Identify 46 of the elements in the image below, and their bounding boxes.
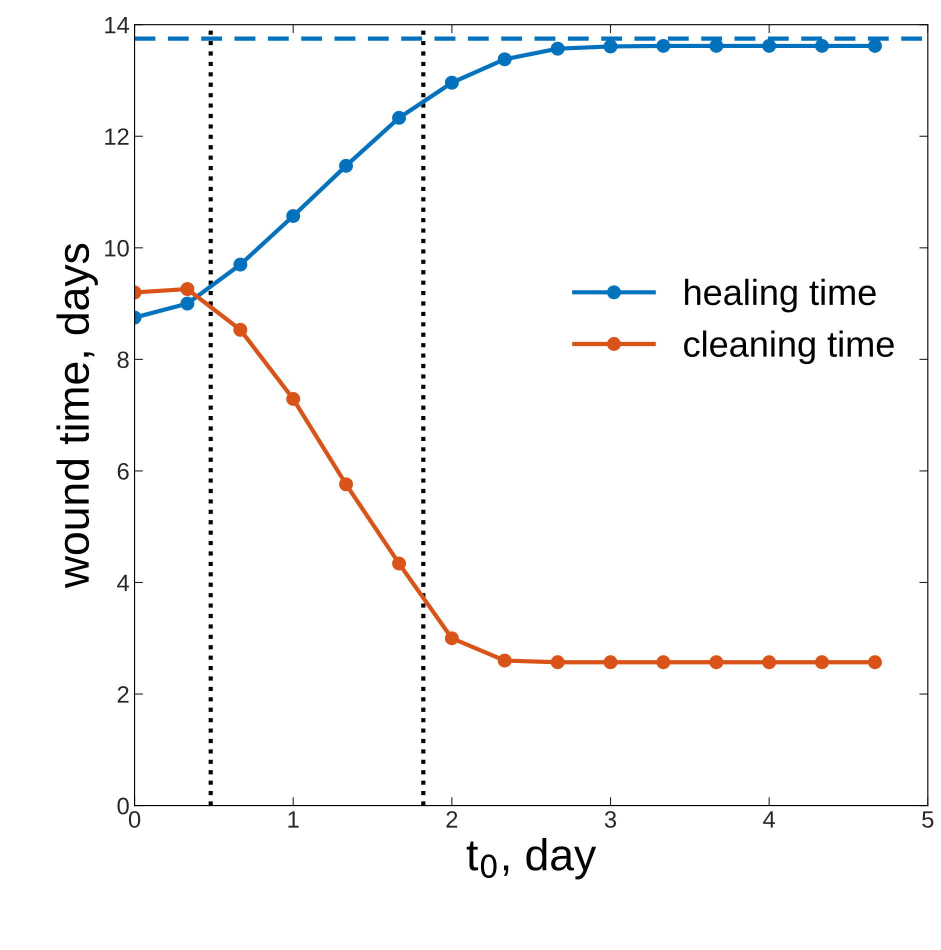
y-tick-label: 14 (105, 17, 130, 34)
point (286, 209, 300, 223)
point (604, 655, 618, 670)
x-axis-title: t$_{0}$, day (466, 838, 596, 880)
point (444, 631, 459, 646)
point (868, 655, 882, 670)
point (233, 322, 248, 337)
point (550, 655, 565, 670)
point (868, 38, 882, 53)
x-tick-label: 1 (288, 811, 299, 828)
y-axis-title: wound time, days (56, 244, 98, 588)
point (815, 38, 829, 53)
point (339, 158, 353, 173)
y-tick-label: 0 (117, 798, 129, 814)
legend-label: healing time (685, 278, 876, 312)
point (339, 477, 353, 492)
point (709, 655, 724, 670)
point (392, 556, 406, 570)
point (656, 38, 670, 53)
y-tick-label: 6 (118, 462, 129, 480)
point (444, 76, 459, 90)
legend-label: cleaning time (684, 330, 894, 364)
x-tick-label: 4 (763, 811, 776, 828)
point (392, 110, 406, 125)
point (180, 296, 194, 311)
y-tick-label: 8 (118, 351, 129, 368)
point (286, 392, 300, 406)
point (709, 38, 724, 53)
point (604, 40, 618, 54)
point (498, 52, 512, 66)
point (180, 282, 194, 296)
point (656, 655, 670, 670)
y-tick-label: 4 (117, 574, 130, 592)
point (550, 42, 565, 56)
point (498, 654, 512, 668)
y-tick-label: 2 (118, 686, 129, 703)
point (815, 655, 829, 670)
x-tick-label: 3 (604, 811, 616, 828)
y-tick-label: 12 (105, 128, 129, 145)
point (762, 655, 776, 670)
point (233, 258, 248, 272)
x-tick-label: 0 (128, 811, 140, 828)
x-tick-label: 2 (446, 811, 458, 828)
x-tick-label: 5 (922, 811, 934, 828)
point (762, 38, 776, 53)
y-tick-label: 10 (105, 240, 129, 257)
